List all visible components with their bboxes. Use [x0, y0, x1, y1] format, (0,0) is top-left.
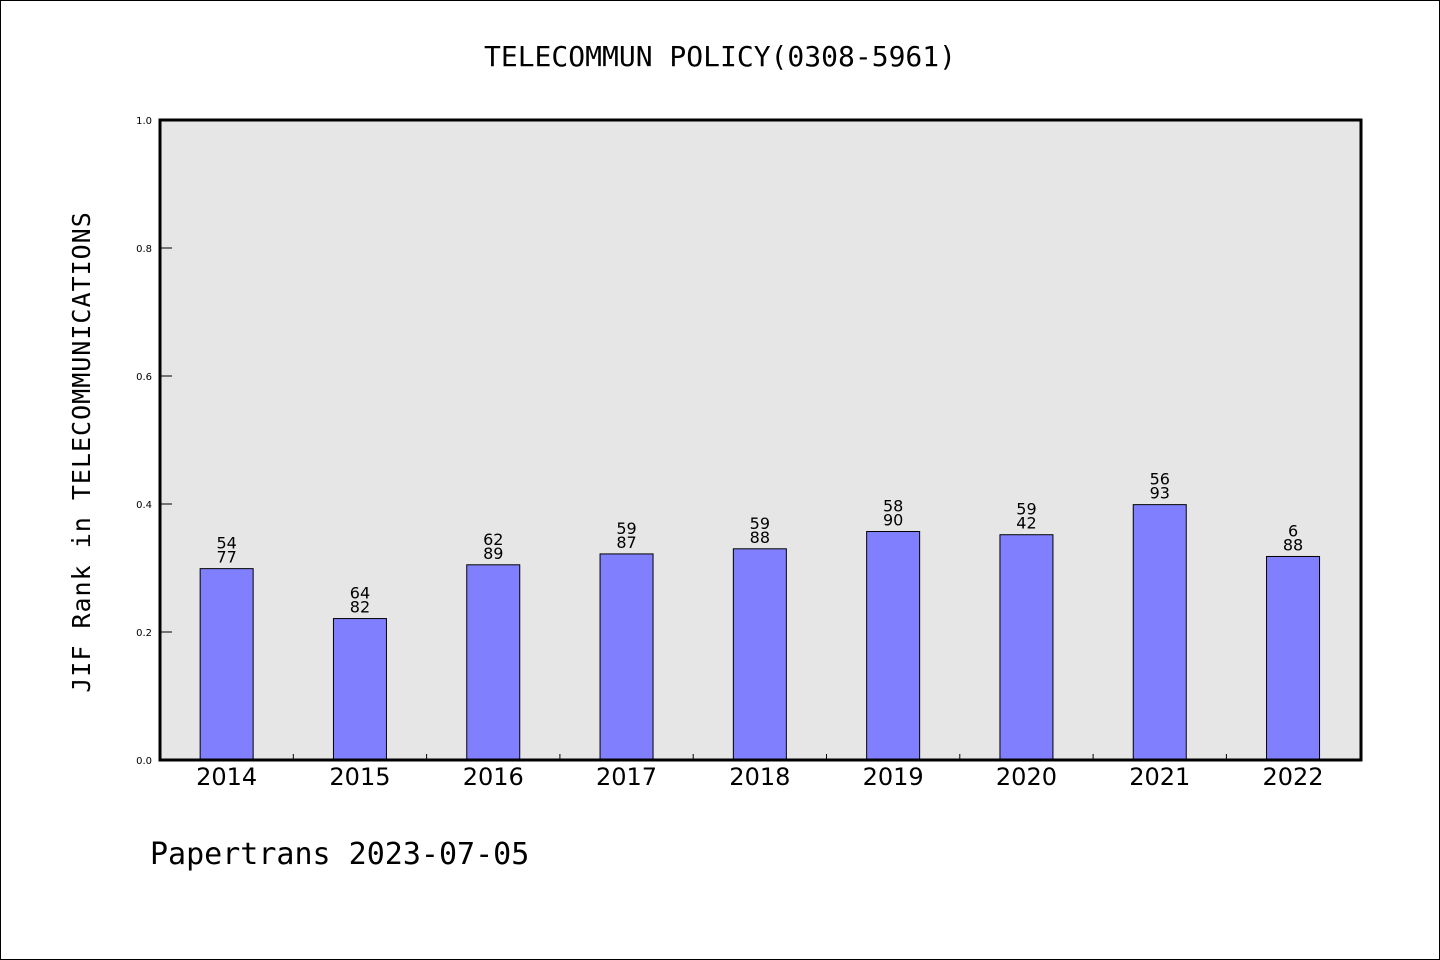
plot-border [158, 118, 1363, 762]
x-tick-label: 2015 [329, 763, 390, 791]
x-tick-label: 2020 [996, 763, 1057, 791]
bar-2017 [599, 553, 654, 761]
bar-label-bottom: 42 [1016, 514, 1036, 533]
bar-label-bottom: 82 [350, 598, 370, 617]
x-tick-label: 2018 [729, 763, 790, 791]
x-tick-label: 2022 [1263, 763, 1324, 791]
bar-label-bottom: 93 [1150, 484, 1170, 503]
y-tick-label: 0.8 [136, 244, 152, 255]
bar-label-top: 62 [483, 530, 503, 549]
footer-credit: Papertrans 2023-07-05 [150, 837, 529, 872]
x-tick-label: 2017 [596, 763, 657, 791]
bar-2018 [732, 548, 787, 761]
bar-label-top: 59 [1016, 500, 1036, 519]
x-tick-label: 2019 [863, 763, 924, 791]
bar-2021 [1132, 504, 1187, 761]
x-ticks-group: 2014 2015 2016 2017 2018 2019 2020 2021 2022 [196, 754, 1324, 791]
bar-label-top: 59 [616, 519, 636, 538]
y-tick-label: 1.0 [136, 116, 152, 127]
bar-label-bottom: 89 [483, 544, 503, 563]
bar-label-top: 58 [883, 497, 903, 516]
bar-label-bottom: 88 [1283, 535, 1303, 554]
bar-2022 [1266, 555, 1321, 761]
y-axis-label: JIF Rank in TELECOMMUNICATIONS [67, 211, 96, 693]
bars-group [199, 504, 1321, 761]
bar-label-bottom: 87 [616, 533, 636, 552]
x-tick-label: 2021 [1129, 763, 1190, 791]
bar-label-top: 64 [350, 584, 370, 603]
x-tick-label: 2016 [463, 763, 524, 791]
bar-label-top: 59 [750, 514, 770, 533]
chart-title: TELECOMMUN POLICY(0308-5961) [484, 40, 956, 73]
bar-2015 [332, 618, 387, 761]
y-tick-label: 0.4 [136, 500, 152, 511]
bar-2016 [466, 564, 521, 761]
bar-label-bottom: 90 [883, 511, 903, 530]
bar-2020 [999, 534, 1054, 761]
bar-label-top: 56 [1150, 470, 1170, 489]
bar-label-top: 6 [1288, 521, 1298, 540]
y-tick-label: 0.6 [136, 372, 152, 383]
bar-2019 [866, 531, 921, 761]
bar-label-top: 54 [216, 534, 236, 553]
y-tick-label: 0.0 [136, 756, 152, 767]
y-tick-label: 0.2 [136, 628, 152, 639]
x-tick-label: 2014 [196, 763, 257, 791]
bar-label-bottom: 77 [216, 548, 236, 567]
bar-2014 [199, 568, 254, 761]
bar-label-bottom: 88 [750, 528, 770, 547]
